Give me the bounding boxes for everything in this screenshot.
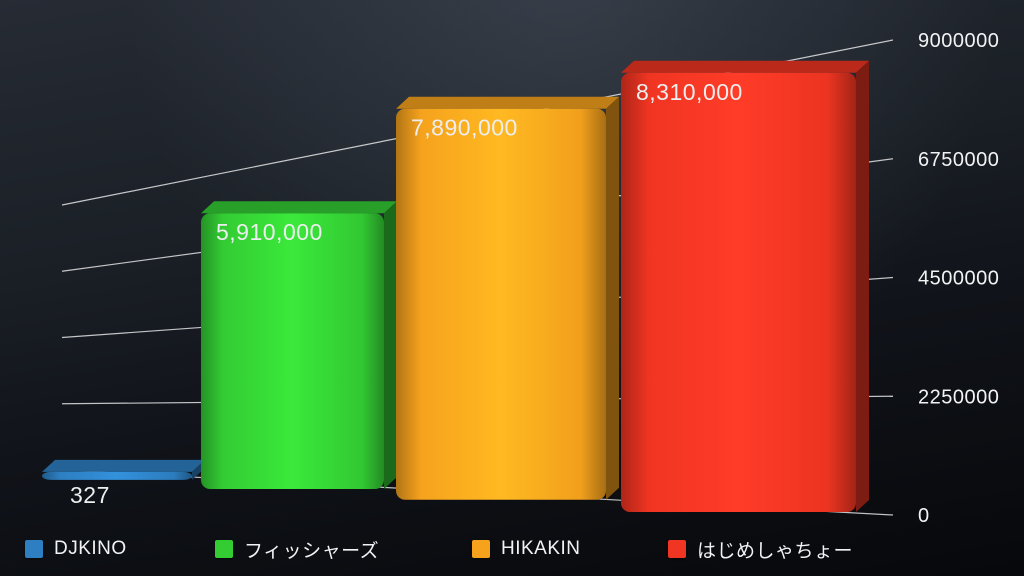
bar-value-label: 8,310,000 [636,79,743,105]
bar-top-face [621,60,869,73]
bar-series-4: 8,310,000 [621,60,869,513]
y-axis-tick-label: 9000000 [918,30,999,52]
legend-item-series-4: はじめしゃちょー [668,534,853,564]
legend-swatch-series-2 [215,540,233,558]
legend-swatch-series-3 [472,540,490,558]
legend-label-series-2: フィッシャーズ [244,540,380,562]
y-axis-tick-labels-group: 0 2250000 4500000 6750000 9000000 [918,30,999,527]
bar-front-face [42,471,192,480]
bar-side-face [384,201,397,489]
bar-value-label: 5,910,000 [216,219,323,245]
bar-front-face [621,72,856,513]
bar-side-face [606,96,619,500]
legend-label-series-3: HIKAKIN [501,538,581,559]
y-axis-tick-label: 0 [918,505,930,527]
bar-front-face [396,108,606,500]
legend-swatch-series-4 [668,540,686,558]
bar-value-label: 327 [70,482,110,508]
legend-swatch-series-1 [25,540,43,558]
bar-series-2: 5,910,000 [201,201,397,489]
bar-series-3: 7,890,000 [396,96,619,500]
legend-item-series-1: DJKINO [25,534,127,564]
legend-label-series-4: はじめしゃちょー [697,540,854,562]
bar-top-face [396,96,619,109]
bar-front-face [201,213,384,489]
bar-side-face [856,60,869,513]
bars-group: 327 5,910,000 7,890,000 8,310,000 [42,60,869,513]
legend-label-series-1: DJKINO [54,538,127,559]
legend-item-series-2: フィッシャーズ [215,534,379,564]
bar-value-label: 7,890,000 [411,115,518,141]
y-axis-tick-label: 4500000 [918,268,999,290]
chart-legend: DJKINO フィッシャーズ HIKAKIN はじめしゃちょー [0,534,1024,570]
legend-item-series-3: HIKAKIN [472,534,581,564]
bar-top-face [42,459,205,472]
bar-top-face [201,201,397,214]
y-axis-tick-label: 2250000 [918,386,999,408]
y-axis-tick-label: 6750000 [918,149,999,171]
bar-series-1: 327 [42,459,205,508]
